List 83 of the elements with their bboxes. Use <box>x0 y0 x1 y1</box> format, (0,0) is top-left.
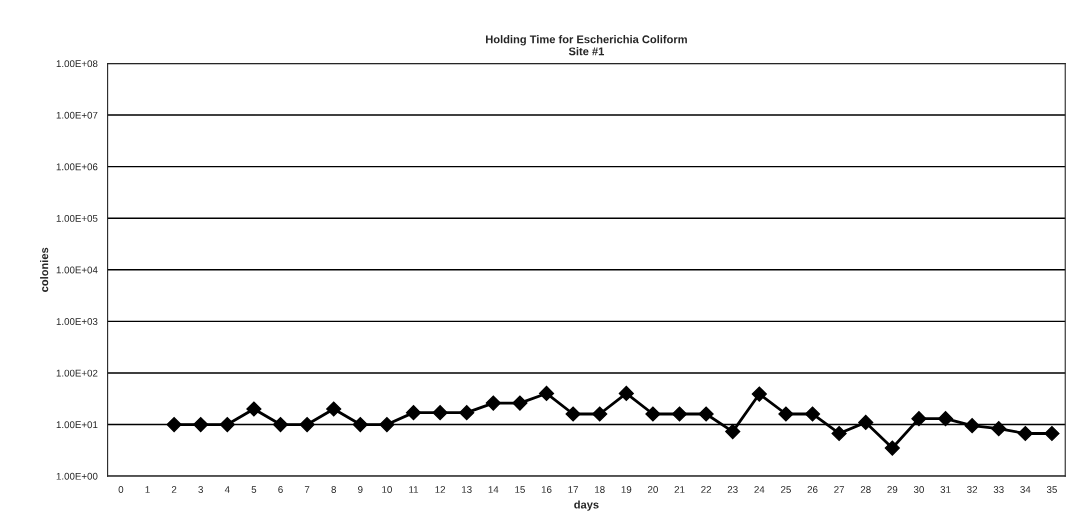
x-tick-label: 20 <box>648 486 658 493</box>
x-tick-label: 31 <box>940 486 951 493</box>
x-tick-label: 24 <box>754 486 765 493</box>
y-tick-label: 1.00E+04 <box>56 266 98 274</box>
x-tick-label: 34 <box>1020 486 1031 493</box>
x-tick-label: 23 <box>727 486 738 493</box>
x-tick-label: 12 <box>435 486 446 493</box>
point <box>246 401 262 417</box>
x-tick-label: 9 <box>358 486 363 493</box>
point <box>565 406 581 422</box>
point <box>778 406 794 422</box>
point <box>432 405 448 421</box>
x-tick-label: 4 <box>224 486 230 493</box>
point <box>858 414 874 430</box>
point <box>272 416 289 433</box>
point <box>193 416 209 433</box>
point <box>671 406 688 422</box>
y-tick-label: 1.00E+08 <box>56 60 98 68</box>
point <box>219 416 235 433</box>
x-tick-label: 27 <box>834 486 845 493</box>
x-tick-label: 1 <box>145 486 150 493</box>
y-tick-label: 1.00E+00 <box>56 472 98 480</box>
point <box>831 425 847 442</box>
x-tick-label: 35 <box>1046 486 1057 493</box>
x-tick-label: 10 <box>382 486 392 493</box>
x-axis-title: days <box>574 500 599 511</box>
point <box>299 416 315 433</box>
y-axis-title: colonies <box>40 247 49 292</box>
point <box>937 411 954 427</box>
y-tick-label: 1.00E+02 <box>56 369 98 377</box>
x-tick-label: 28 <box>860 486 871 493</box>
point <box>459 405 475 421</box>
point <box>618 385 634 402</box>
point <box>884 440 900 456</box>
x-tick-label: 16 <box>541 486 552 493</box>
x-tick-label: 3 <box>198 486 203 493</box>
x-tick-label: 0 <box>118 486 124 493</box>
x-tick-label: 11 <box>409 486 419 493</box>
x-tick-label: 19 <box>621 486 632 493</box>
point <box>804 406 821 422</box>
point <box>485 395 501 411</box>
y-tick-label: 1.00E+07 <box>56 111 98 119</box>
x-tick-label: 6 <box>278 486 283 493</box>
point <box>725 424 741 440</box>
x-tick-label: 7 <box>304 486 310 493</box>
point <box>645 406 661 422</box>
x-tick-label: 32 <box>967 486 978 493</box>
point <box>1044 425 1060 442</box>
point <box>538 385 555 402</box>
x-tick-label: 30 <box>913 486 924 493</box>
x-tick-label: 13 <box>462 486 472 493</box>
point <box>166 416 182 433</box>
chart-title: Holding Time for Escherichia Coliform <box>486 35 687 46</box>
point <box>352 416 368 433</box>
x-tick-label: 22 <box>701 486 712 493</box>
x-tick-label: 33 <box>993 486 1004 493</box>
point <box>911 411 927 427</box>
x-tick-label: 18 <box>595 486 605 493</box>
point <box>379 416 395 433</box>
y-tick-label: 1.00E+05 <box>56 214 98 222</box>
point <box>512 395 528 411</box>
x-tick-label: 25 <box>781 486 791 493</box>
x-tick-label: 2 <box>171 486 177 493</box>
x-tick-label: 14 <box>488 486 499 493</box>
x-tick-label: 17 <box>568 486 579 493</box>
y-tick-label: 1.00E+01 <box>56 421 98 429</box>
point <box>405 405 422 421</box>
y-tick-label: 1.00E+03 <box>56 318 98 325</box>
x-tick-label: 21 <box>674 486 685 493</box>
point <box>964 418 980 434</box>
point <box>991 421 1007 437</box>
point <box>1017 425 1033 442</box>
x-tick-label: 26 <box>807 486 818 493</box>
x-tick-label: 5 <box>251 486 257 493</box>
x-tick-label: 15 <box>515 486 525 493</box>
point <box>698 406 714 422</box>
y-tick-label: 1.00E+06 <box>56 163 98 171</box>
chart-subtitle: Site #1 <box>568 47 605 56</box>
point <box>592 406 608 422</box>
point <box>751 386 767 402</box>
x-tick-label: 29 <box>887 486 898 493</box>
point <box>326 401 342 417</box>
x-tick-label: 8 <box>331 486 336 493</box>
